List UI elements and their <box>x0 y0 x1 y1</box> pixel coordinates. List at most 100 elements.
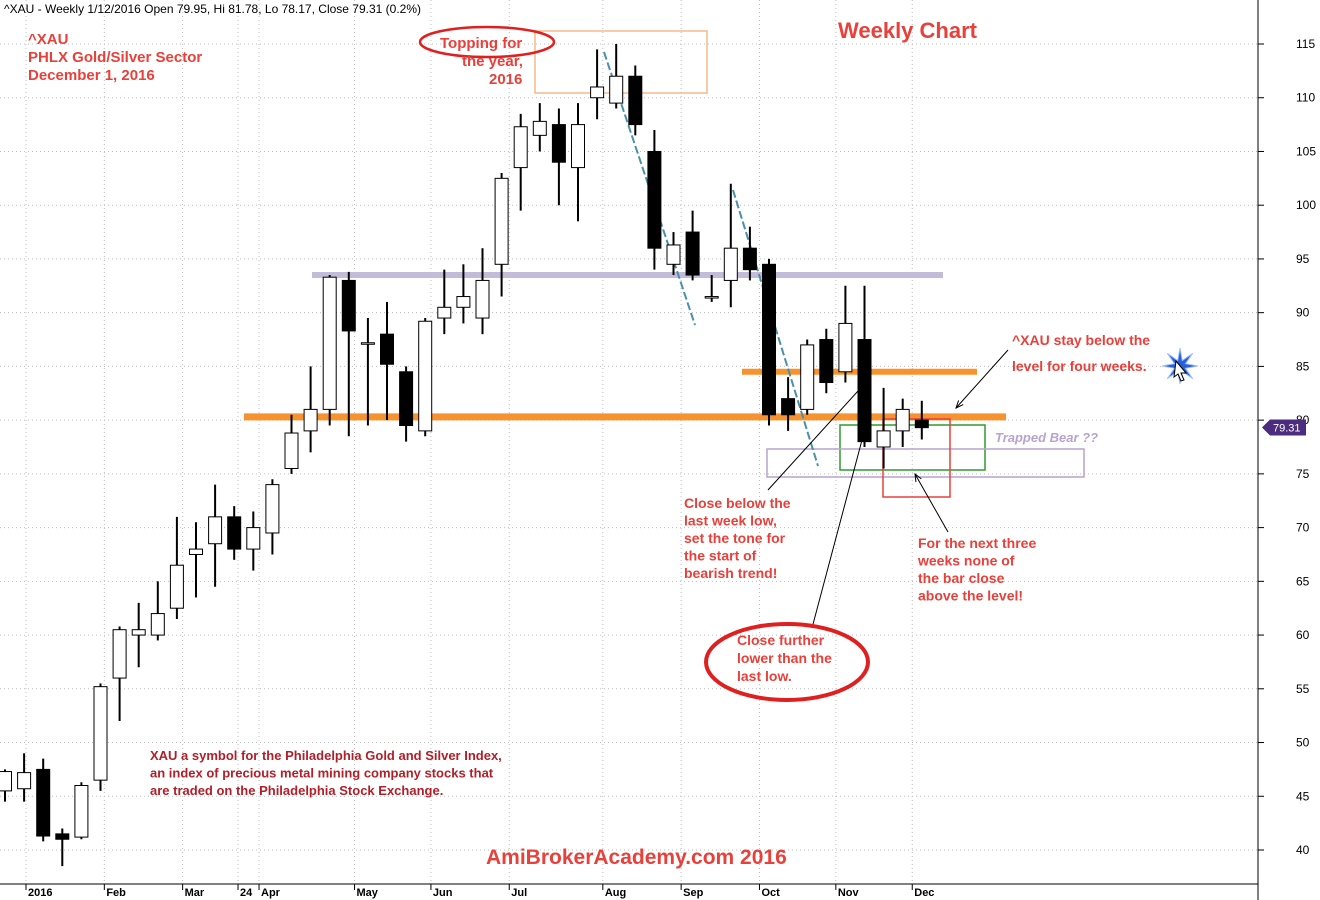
y-tick-label: 100 <box>1296 198 1316 212</box>
cursor-icon <box>1173 359 1188 382</box>
candle <box>819 328 834 394</box>
candle <box>131 602 146 668</box>
topping-label: the year, <box>462 53 523 70</box>
candle <box>590 49 605 120</box>
candle <box>74 782 89 840</box>
candle-body-up <box>418 320 433 432</box>
candle-body-up <box>322 276 337 410</box>
last-price-label: 79.31 <box>1273 423 1301 435</box>
watermark: AmiBrokerAcademy.com 2016 <box>486 846 787 869</box>
candle-body-up <box>456 296 471 308</box>
candle <box>800 339 815 415</box>
close-below-arrow-head <box>860 379 869 388</box>
candle-body-up <box>723 247 738 281</box>
candle-body-down <box>819 339 834 384</box>
x-tick-label: Aug <box>605 887 626 899</box>
candle-body-up <box>475 279 490 319</box>
candle-body-up <box>265 484 280 534</box>
green-box <box>839 424 986 471</box>
candle-body-up <box>74 785 89 838</box>
y-tick-label: 85 <box>1296 359 1310 373</box>
candle <box>0 769 12 802</box>
candle-body-up <box>876 430 891 448</box>
candle <box>208 484 223 587</box>
candle <box>399 366 414 442</box>
candle-body-up <box>189 548 203 555</box>
candle-body-down <box>742 247 757 271</box>
x-tick-label: Jul <box>511 887 527 899</box>
candle <box>609 44 624 109</box>
stay-below-arrow <box>955 349 1009 409</box>
candle-body-down <box>685 231 700 276</box>
x-tick-label: May <box>357 887 379 899</box>
candle-body-up <box>208 516 223 545</box>
candle <box>571 103 585 222</box>
close-further-ellipse <box>704 622 870 702</box>
candle <box>17 753 32 802</box>
y-tick-label: 40 <box>1296 843 1310 857</box>
candle-body-up <box>0 771 12 792</box>
candle-body-down <box>628 75 643 126</box>
candle <box>914 400 929 440</box>
candle <box>895 398 910 447</box>
candle-body-down <box>341 279 356 332</box>
candle-body-down <box>551 124 566 163</box>
y-tick-label: 110 <box>1296 91 1315 105</box>
candle-body-up <box>590 86 605 99</box>
trapped-bear-box <box>766 448 1085 478</box>
candle <box>742 226 757 281</box>
candle <box>437 269 452 335</box>
candle-body-down <box>380 333 394 365</box>
candle <box>112 626 127 722</box>
candle <box>246 511 261 571</box>
x-tick-label: Mar <box>185 887 205 899</box>
close-below-annotation: Close below the last week low, set the ton… <box>684 495 791 581</box>
candle <box>666 232 681 276</box>
candle <box>551 108 566 206</box>
y-tick-label: 105 <box>1296 144 1316 158</box>
close-below-arrow <box>767 379 869 491</box>
candle-body-down <box>55 833 70 840</box>
candle-body-up <box>93 686 108 781</box>
candle-body-up <box>895 408 910 432</box>
candle <box>685 210 700 281</box>
candle <box>704 275 719 302</box>
trapped-bear-label: Trapped Bear ?? <box>995 430 1098 445</box>
candles-group <box>0 44 929 867</box>
candle-body-down <box>36 768 51 837</box>
close-further-arrow <box>811 424 867 629</box>
candle-body-down <box>762 263 776 416</box>
next-three-arrow <box>914 473 949 533</box>
y-tick-label: 55 <box>1296 682 1310 696</box>
candle <box>341 271 356 437</box>
candle-body-up <box>704 296 719 299</box>
next-three-annotation: For the next three weeks none of the bar c… <box>917 535 1036 604</box>
last-price-badge <box>1262 419 1306 436</box>
candle <box>647 129 662 270</box>
stay-below-annotation: ^XAU stay below the level for four weeks. <box>1012 332 1150 374</box>
candle <box>189 522 203 598</box>
candle <box>55 828 70 867</box>
candle <box>418 318 433 437</box>
x-tick-label: 24 <box>240 887 253 899</box>
y-tick-label: 45 <box>1296 789 1310 803</box>
x-tick-label: Feb <box>106 887 126 899</box>
close-further-annotation: Close further lower than the last low. <box>737 632 832 684</box>
annotations: ^XAU - Weekly 1/12/2016 Open 79.95, Hi 8… <box>4 2 1306 869</box>
candle-body-up <box>246 527 261 550</box>
candle <box>360 318 375 426</box>
topping-ellipse <box>418 25 556 59</box>
y-tick-label: 65 <box>1296 574 1310 588</box>
candle-body-up <box>494 177 509 265</box>
x-tick-label: Apr <box>261 887 281 899</box>
candle <box>150 581 165 641</box>
candle-body-up <box>17 772 32 790</box>
candle <box>838 285 853 383</box>
chart-subtitle: ^XAU PHLX Gold/Silver Sector December 1, 2… <box>28 31 202 84</box>
candle <box>93 683 108 791</box>
candle-body-up <box>303 408 318 432</box>
x-tick-label: Sep <box>683 887 703 899</box>
horizontal-levels <box>244 272 1006 421</box>
candle-body-up <box>150 613 165 636</box>
